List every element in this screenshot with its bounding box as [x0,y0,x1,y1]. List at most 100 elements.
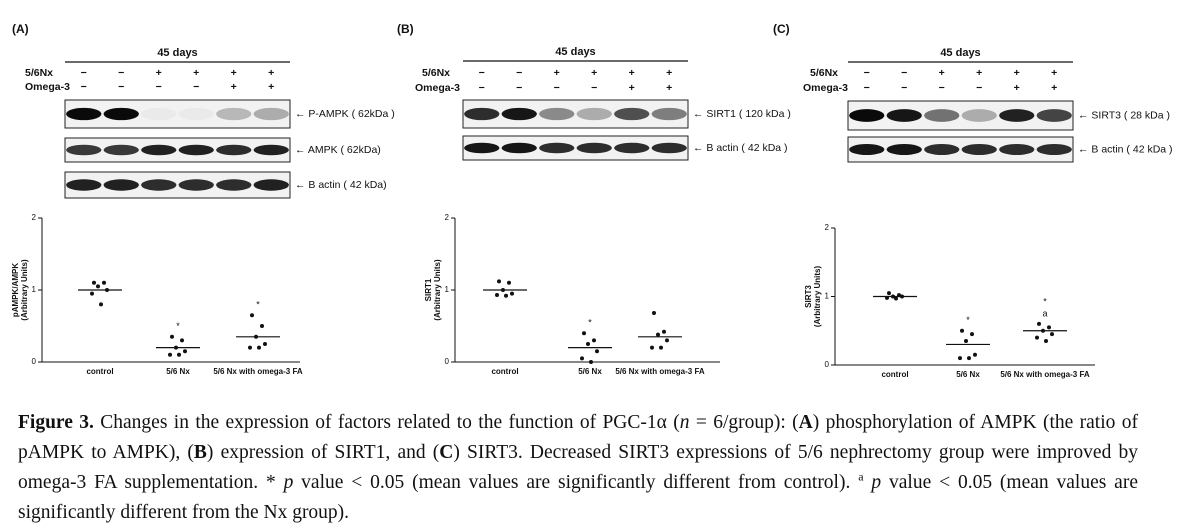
x-tick-label: 5/6 Nx with omega-3 FA [213,367,303,376]
band-label: ← AMPK ( 62kDa) [295,144,381,156]
blot-band [999,109,1035,122]
data-point [973,352,977,357]
band-label: ← SIRT1 ( 120 kDa ) [693,108,791,120]
data-point [170,334,174,339]
blot-band [66,107,102,121]
treatment-sign: − [81,67,87,79]
data-point [967,356,971,361]
blot-band [651,107,687,121]
treatment-sign: + [268,81,274,93]
data-point [260,324,264,328]
data-point [964,339,968,344]
blot-band [253,107,289,121]
x-tick-label: 5/6 Nx with omega-3 FA [615,367,705,376]
blot-band [216,107,252,121]
blot-band [141,108,176,120]
blot-band [614,142,650,154]
treatment-sign: + [231,67,237,79]
treatment-sign: + [268,67,274,79]
treatment-sign: + [156,67,162,79]
treatment-sign: − [939,82,945,94]
significance-mark: * [1043,296,1047,306]
data-point [183,349,187,354]
data-point [1044,339,1048,344]
data-point [495,293,499,298]
data-point [656,332,660,337]
blot-box [64,171,291,199]
data-point [90,291,94,296]
data-point [592,338,596,343]
blot-band [216,144,252,156]
band-label: ← B actin ( 42 kDa ) [693,142,788,154]
y-tick-label: 1 [825,292,830,301]
data-point [580,356,584,361]
x-tick-label: 5/6 Nx [166,367,190,376]
data-point [970,332,974,337]
significance-mark: * [966,315,970,325]
treatment-sign: + [1051,67,1057,79]
data-point [250,313,254,318]
significance-mark: * [588,318,592,328]
treatment-sign: + [666,67,672,79]
y-tick-label: 2 [825,223,830,232]
caption-segment: a [858,469,864,484]
significance-mark: a [1042,308,1047,318]
data-point [659,345,663,350]
y-axis-label: (Arbitrary Units) [433,259,442,321]
y-axis-label: pAMPK/AMPK [11,263,20,317]
data-point [650,345,654,350]
panel-label: (C) [773,22,790,36]
blot-band [178,144,214,156]
data-point [510,291,514,296]
blot-band [141,144,177,156]
blot-band [253,144,289,156]
data-point [582,331,586,336]
treatment-sign: − [591,82,597,94]
row-label: Omega-3 [25,81,70,93]
y-tick-label: 1 [32,285,37,294]
treatment-sign: − [193,81,199,93]
treatment-sign: − [864,67,870,79]
y-tick-label: 1 [445,285,450,294]
treatment-sign: − [118,67,124,79]
treatment-sign: − [901,82,907,94]
blot-band [501,107,537,121]
data-point [92,280,96,285]
blot-box [847,100,1074,131]
blot-box [847,136,1074,163]
blot-band [886,109,922,122]
data-point [248,345,252,350]
significance-mark: * [256,300,260,310]
treatment-sign: + [1051,82,1057,94]
data-point [504,293,508,298]
panel-label: (A) [12,22,29,36]
blot-header: 45 days [157,47,197,59]
data-point [589,360,593,364]
data-point [665,338,669,343]
caption-segment: Figure 3. [18,412,94,433]
caption-segment: n [679,412,690,433]
treatment-sign: − [864,82,870,94]
data-point [652,311,656,316]
caption-segment: p [871,472,882,493]
data-point [1047,325,1051,330]
blot-band [961,109,997,122]
x-tick-label: control [491,367,518,376]
treatment-sign: − [479,67,485,79]
treatment-sign: + [554,67,560,79]
blot-band [961,144,997,155]
band-label: ← P-AMPK ( 62kDa ) [295,108,395,120]
treatment-sign: − [516,67,522,79]
y-axis-label: (Arbitrary Units) [20,259,29,321]
data-point [586,342,590,346]
treatment-sign: + [629,67,635,79]
caption-segment: B [193,442,207,463]
band-label: ← SIRT3 ( 28 kDa ) [1078,109,1170,121]
data-point [102,280,106,285]
blot-band [539,107,575,121]
row-label: Omega-3 [803,82,848,94]
treatment-sign: + [629,82,635,94]
y-axis-label: SIRT1 [424,278,433,301]
